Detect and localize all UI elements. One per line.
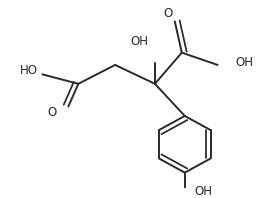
Text: HO: HO: [19, 64, 38, 77]
Text: OH: OH: [130, 35, 148, 48]
Text: OH: OH: [235, 56, 254, 69]
Text: O: O: [163, 7, 172, 20]
Text: OH: OH: [195, 185, 213, 198]
Text: O: O: [48, 106, 57, 119]
